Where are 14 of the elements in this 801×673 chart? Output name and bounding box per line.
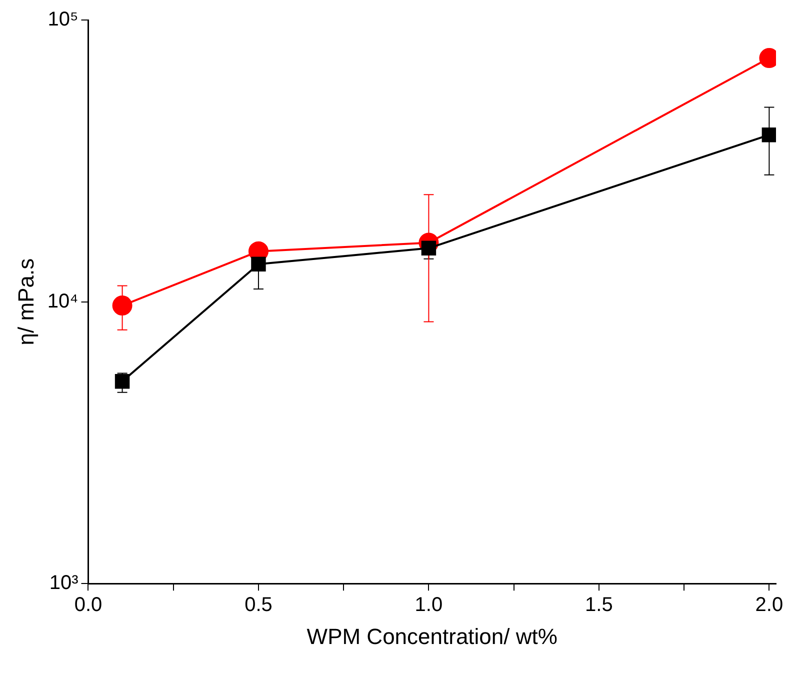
x-tick-label: 0.0 bbox=[74, 594, 102, 616]
x-tick-label: 1.5 bbox=[585, 594, 613, 616]
y-tick-label: 10⁴ bbox=[47, 290, 78, 312]
point bbox=[112, 296, 132, 316]
x-axis-title: WPM Concentration/ wt% bbox=[306, 624, 558, 649]
x-tick-label: 0.5 bbox=[244, 594, 272, 616]
y-tick-label: 10⁵ bbox=[48, 8, 78, 31]
y-axis-title: η/ mPa.s bbox=[13, 258, 38, 346]
x-tick-label: 2.0 bbox=[755, 594, 784, 616]
point bbox=[251, 256, 266, 272]
point bbox=[114, 374, 130, 389]
y-tick-label: 10³ bbox=[49, 572, 79, 594]
x-tick-label: 1.0 bbox=[414, 594, 443, 616]
point bbox=[762, 128, 776, 142]
